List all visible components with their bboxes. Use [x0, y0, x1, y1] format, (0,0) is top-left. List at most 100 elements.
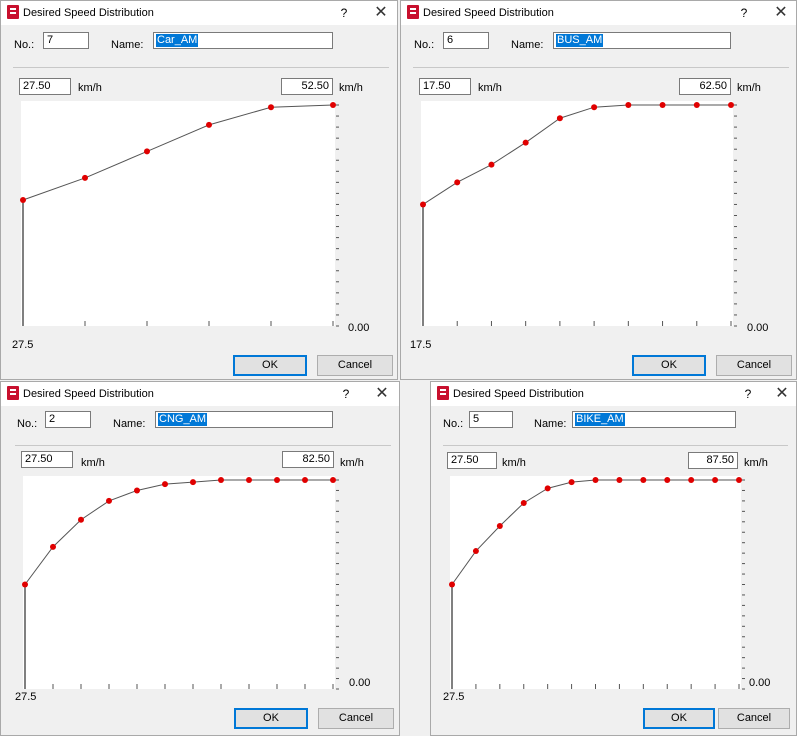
- name-label: Name:: [511, 39, 544, 51]
- name-field[interactable]: BIKE_AM: [572, 411, 736, 428]
- background-strip-right: [797, 0, 800, 736]
- distribution-curve: [22, 104, 334, 201]
- speed-distribution-dialog-bike: Desired Speed Distribution ? ✕ No.: 5 Na…: [430, 381, 797, 736]
- app-icon: [437, 386, 449, 400]
- data-point: [496, 522, 503, 529]
- min-speed-field[interactable]: 17.50: [419, 78, 471, 95]
- dialog-title: Desired Speed Distribution: [23, 388, 154, 400]
- cancel-button[interactable]: Cancel: [716, 355, 792, 376]
- title-bar[interactable]: Desired Speed Distribution ? ✕: [1, 382, 399, 406]
- speed-distribution-dialog-bus: Desired Speed Distribution ? ✕ No.: 6 Na…: [400, 0, 797, 380]
- data-point: [556, 115, 563, 122]
- max-speed-unit: km/h: [744, 457, 768, 469]
- min-speed-field[interactable]: 27.50: [21, 451, 73, 468]
- data-point: [218, 477, 224, 483]
- help-button[interactable]: ?: [740, 6, 748, 20]
- speed-distribution-plot[interactable]: [20, 101, 339, 327]
- max-speed-field[interactable]: 62.50: [679, 78, 731, 95]
- ok-button[interactable]: OK: [632, 355, 706, 376]
- no-field[interactable]: 5: [469, 411, 513, 428]
- data-point: [274, 477, 280, 483]
- data-point: [693, 102, 700, 108]
- data-point: [616, 477, 623, 483]
- data-point: [640, 477, 647, 483]
- data-point: [449, 581, 455, 588]
- name-field[interactable]: Car_AM: [153, 32, 333, 49]
- close-icon[interactable]: ✕: [775, 385, 789, 402]
- data-point: [82, 174, 88, 181]
- name-label: Name:: [534, 418, 567, 430]
- close-icon[interactable]: ✕: [375, 385, 389, 402]
- max-speed-unit: km/h: [737, 82, 761, 94]
- dialog-title: Desired Speed Distribution: [23, 7, 154, 19]
- separator: [443, 445, 788, 446]
- min-speed-unit: km/h: [502, 457, 526, 469]
- data-point: [268, 104, 274, 111]
- data-point: [78, 516, 84, 523]
- no-label: No.:: [443, 418, 464, 430]
- help-button[interactable]: ?: [744, 387, 752, 401]
- title-bar[interactable]: Desired Speed Distribution ? ✕: [1, 1, 397, 25]
- distribution-curve: [451, 479, 739, 585]
- no-label: No.:: [14, 39, 35, 51]
- cancel-button[interactable]: Cancel: [718, 708, 790, 729]
- data-point: [20, 197, 26, 204]
- data-point: [246, 477, 252, 483]
- data-point: [50, 543, 56, 550]
- y-axis-min-label: 0.00: [349, 677, 371, 689]
- max-speed-field[interactable]: 82.50: [282, 451, 334, 468]
- data-point: [625, 102, 632, 108]
- x-axis-min-label: 27.5: [443, 691, 465, 703]
- distribution-curve: [24, 479, 333, 585]
- data-point: [728, 102, 734, 108]
- speed-distribution-chart: [20, 102, 339, 327]
- data-point: [190, 479, 196, 486]
- close-icon[interactable]: ✕: [774, 4, 788, 21]
- data-point: [330, 477, 336, 483]
- no-field[interactable]: 7: [43, 32, 89, 49]
- name-field[interactable]: BUS_AM: [553, 32, 731, 49]
- data-point: [664, 477, 671, 483]
- no-field[interactable]: 6: [443, 32, 489, 49]
- data-point: [488, 161, 495, 168]
- help-button[interactable]: ?: [340, 6, 348, 20]
- data-point: [144, 148, 150, 155]
- data-point: [330, 102, 336, 108]
- max-speed-unit: km/h: [339, 82, 363, 94]
- data-point: [302, 477, 308, 483]
- data-point: [544, 485, 551, 492]
- cancel-button[interactable]: Cancel: [317, 355, 393, 376]
- name-label: Name:: [111, 39, 144, 51]
- help-button[interactable]: ?: [342, 387, 350, 401]
- dialog-title: Desired Speed Distribution: [453, 388, 584, 400]
- speed-distribution-plot[interactable]: [22, 476, 339, 690]
- close-icon[interactable]: ✕: [374, 4, 388, 21]
- title-bar[interactable]: Desired Speed Distribution ? ✕: [401, 1, 796, 25]
- max-speed-field[interactable]: 52.50: [281, 78, 333, 95]
- title-bar[interactable]: Desired Speed Distribution ? ✕: [431, 382, 796, 406]
- ok-button[interactable]: OK: [234, 708, 308, 729]
- data-point: [568, 479, 575, 486]
- name-value: CNG_AM: [158, 413, 208, 426]
- data-point: [106, 497, 112, 504]
- data-point: [591, 104, 598, 111]
- speed-distribution-chart: [449, 477, 745, 690]
- separator: [413, 67, 789, 68]
- name-field[interactable]: CNG_AM: [155, 411, 333, 428]
- data-point: [592, 477, 599, 483]
- y-axis-min-label: 0.00: [747, 322, 769, 334]
- min-speed-field[interactable]: 27.50: [447, 452, 497, 469]
- speed-distribution-plot[interactable]: [420, 101, 737, 327]
- ok-button[interactable]: OK: [233, 355, 307, 376]
- no-field[interactable]: 2: [45, 411, 91, 428]
- cancel-button[interactable]: Cancel: [318, 708, 394, 729]
- separator: [13, 67, 389, 68]
- min-speed-unit: km/h: [478, 82, 502, 94]
- ok-button[interactable]: OK: [643, 708, 715, 729]
- speed-distribution-plot[interactable]: [449, 476, 745, 690]
- data-point: [472, 548, 479, 555]
- data-point: [520, 499, 527, 506]
- max-speed-field[interactable]: 87.50: [688, 452, 738, 469]
- no-label: No.:: [414, 39, 435, 51]
- min-speed-field[interactable]: 27.50: [19, 78, 71, 95]
